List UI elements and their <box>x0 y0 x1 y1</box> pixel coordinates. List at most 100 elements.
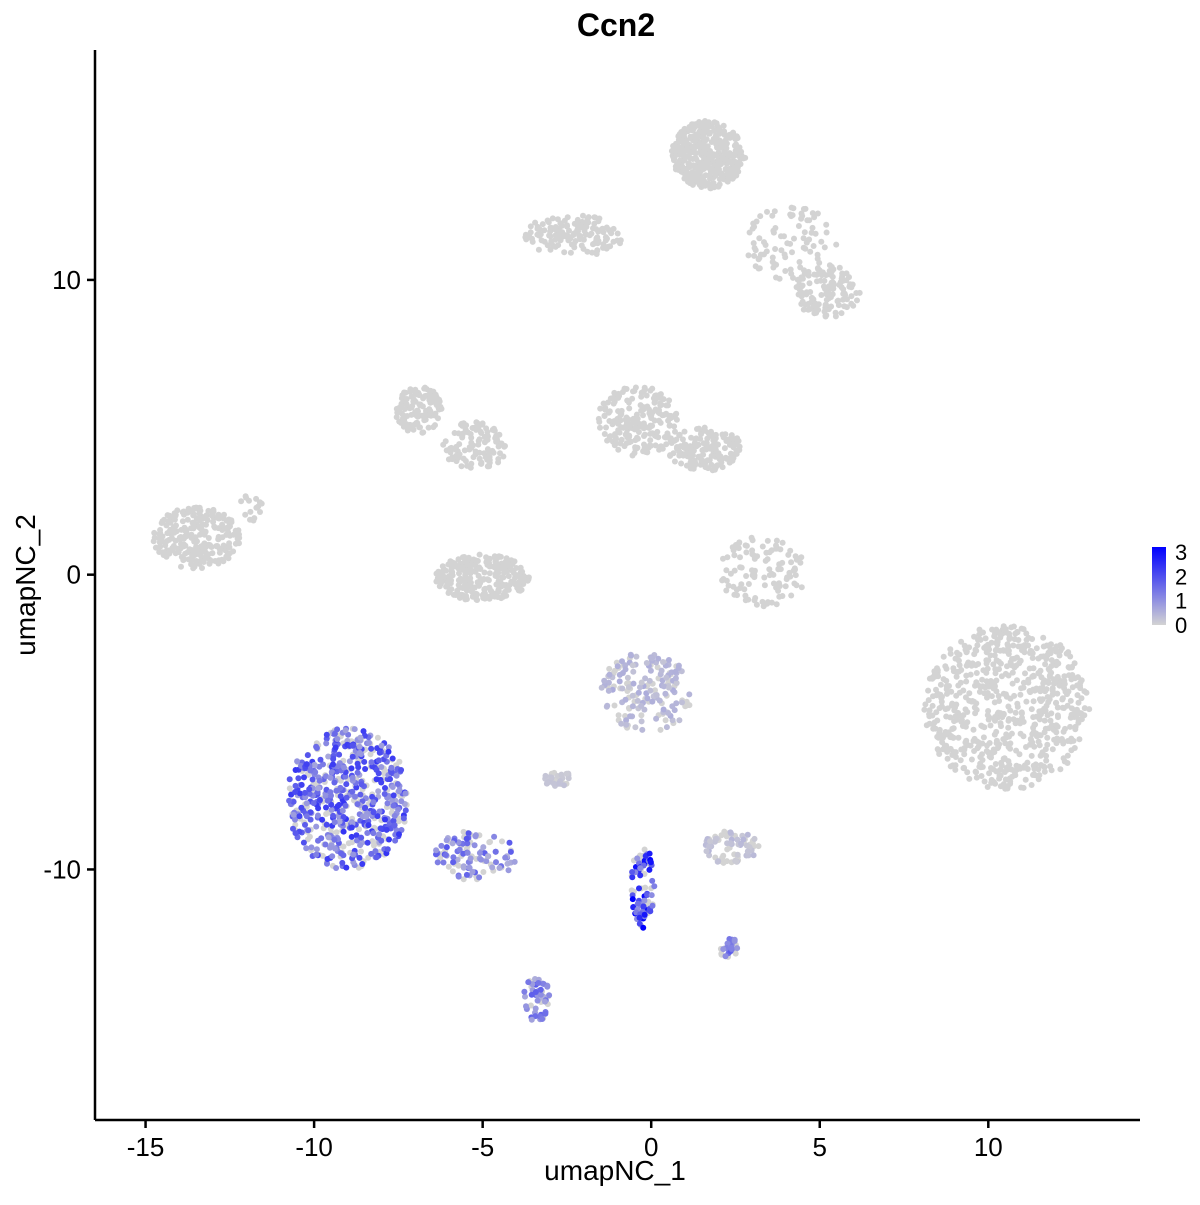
cell-point <box>633 653 640 660</box>
cell-point <box>208 557 215 564</box>
cell-point <box>676 431 683 438</box>
cell-point <box>981 644 988 651</box>
cell-point <box>1010 642 1017 649</box>
cell-point <box>686 691 693 698</box>
cell-point <box>539 1016 546 1022</box>
cell-point <box>647 687 654 694</box>
cell-point <box>975 739 982 746</box>
cell-point <box>1026 665 1033 672</box>
cell-point <box>446 588 453 595</box>
cell-point <box>712 835 719 842</box>
cell-point <box>683 141 690 148</box>
cell-point <box>451 430 458 436</box>
cell-point <box>450 854 457 861</box>
cell-point <box>635 429 642 435</box>
cell-point <box>971 748 978 754</box>
cell-point <box>384 846 391 853</box>
cell-point <box>649 409 656 416</box>
cell-point <box>725 582 732 589</box>
cell-point <box>632 437 639 444</box>
cell-point <box>549 215 556 222</box>
cell-point <box>156 531 163 538</box>
cell-point <box>733 447 740 454</box>
cell-point <box>482 454 489 461</box>
cell-point <box>200 547 207 554</box>
cell-point <box>1057 766 1064 773</box>
cell-point <box>343 794 350 801</box>
cell-point <box>502 854 509 861</box>
cell-point <box>657 394 664 401</box>
cell-point <box>467 431 474 437</box>
cell-point <box>727 166 734 172</box>
cell-point <box>431 395 438 402</box>
cell-point <box>796 259 803 265</box>
cell-point <box>973 769 980 776</box>
cell-point <box>359 861 366 867</box>
cell-point <box>434 574 441 581</box>
cell-point <box>605 226 612 233</box>
cell-point <box>947 745 954 752</box>
cell-point <box>294 758 301 765</box>
cell-point <box>708 453 715 459</box>
cell-point <box>1068 735 1075 742</box>
cell-point <box>386 836 392 843</box>
chart-title: Ccn2 <box>577 7 655 43</box>
cell-point <box>521 988 528 995</box>
cell-point <box>610 400 617 407</box>
cell-point <box>798 289 805 296</box>
cell-point <box>564 214 571 221</box>
cell-point <box>630 668 637 675</box>
cell-point <box>334 736 341 742</box>
cell-point <box>1023 698 1030 705</box>
cell-point <box>504 561 511 568</box>
cell-point <box>382 785 388 791</box>
cell-point <box>472 557 479 564</box>
cell-point <box>1008 730 1015 737</box>
cell-point <box>651 883 658 890</box>
cell-point <box>606 671 613 678</box>
cell-point <box>805 268 812 275</box>
cell-point <box>1016 751 1023 758</box>
cell-point <box>985 683 992 690</box>
cell-point <box>963 678 970 685</box>
cell-point <box>542 772 549 779</box>
cell-point <box>625 399 632 406</box>
cell-point <box>771 208 778 215</box>
cell-point <box>534 231 541 238</box>
cell-point <box>443 844 450 851</box>
cell-point <box>333 787 340 794</box>
cell-point <box>343 864 350 871</box>
cell-point <box>325 834 332 841</box>
cell-point <box>324 797 331 804</box>
cell-point <box>985 657 992 664</box>
cell-point <box>1060 682 1067 689</box>
cell-point <box>494 581 501 588</box>
cell-point <box>494 589 501 596</box>
cell-point <box>290 811 297 818</box>
cell-point <box>699 174 706 181</box>
cell-point <box>422 384 428 391</box>
cell-point <box>535 246 542 253</box>
cell-point <box>523 1003 529 1010</box>
cell-point <box>339 807 346 814</box>
cell-point <box>500 593 507 600</box>
cell-point <box>682 154 689 161</box>
cell-point <box>178 526 185 533</box>
cell-point <box>993 728 1000 735</box>
cell-point <box>356 854 363 861</box>
cell-point <box>997 647 1004 654</box>
cell-point <box>449 840 456 847</box>
cell-point <box>714 441 721 448</box>
cell-point <box>358 848 364 855</box>
cell-point <box>619 670 626 676</box>
cell-point <box>1022 670 1028 677</box>
cell-point <box>728 440 735 447</box>
cell-point <box>339 859 346 866</box>
cell-point <box>368 850 375 857</box>
cell-point <box>790 205 797 212</box>
cell-point <box>506 839 513 846</box>
cell-point <box>807 306 814 312</box>
cell-point <box>776 583 783 589</box>
cell-point <box>481 439 488 446</box>
cell-point <box>1028 752 1035 759</box>
